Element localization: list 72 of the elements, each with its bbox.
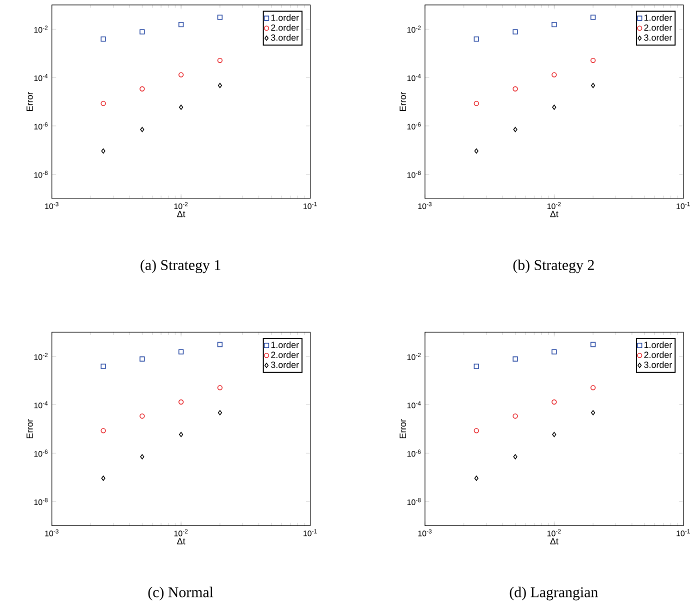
point	[590, 342, 596, 348]
point	[513, 127, 518, 132]
point	[217, 385, 223, 390]
point	[512, 86, 518, 92]
point	[512, 356, 518, 362]
point	[140, 29, 145, 35]
legend-label: 3.order	[271, 34, 299, 41]
text: (c) Normal	[148, 587, 214, 601]
point	[140, 356, 145, 362]
point	[474, 148, 478, 154]
legend-label: 2.order	[644, 24, 672, 32]
point	[552, 72, 557, 78]
point	[474, 364, 479, 370]
point	[140, 86, 145, 92]
point	[590, 385, 596, 390]
legend-label: 2.order	[644, 352, 672, 358]
point	[217, 58, 223, 64]
point	[100, 101, 106, 106]
point	[178, 349, 184, 355]
point	[552, 104, 556, 110]
point	[100, 364, 106, 370]
x-axis-title: Δt	[550, 211, 558, 218]
text: (a) Strategy 1	[140, 260, 220, 274]
legend-label: 1.order	[271, 342, 299, 348]
point	[178, 72, 184, 78]
point	[140, 414, 145, 419]
point	[178, 400, 184, 405]
y-axis-title: Error	[26, 92, 33, 112]
point	[217, 342, 223, 348]
point	[474, 36, 479, 42]
text: (b) Strategy 2	[513, 260, 594, 274]
point	[218, 83, 222, 88]
point	[140, 454, 144, 460]
point	[179, 104, 184, 110]
point	[100, 428, 106, 434]
point	[101, 476, 106, 482]
point	[552, 432, 556, 438]
point	[474, 101, 479, 106]
legend-label: 1.order	[644, 14, 672, 22]
x-axis-title: Δt	[550, 538, 558, 545]
point	[474, 428, 479, 434]
point	[140, 127, 144, 132]
point	[512, 414, 518, 419]
point	[178, 22, 184, 28]
point	[552, 400, 557, 405]
x-axis-title: Δt	[177, 211, 186, 218]
legend-label: 1.order	[644, 342, 672, 348]
point	[552, 349, 557, 355]
point	[217, 14, 223, 20]
point	[591, 83, 596, 88]
point	[474, 476, 478, 482]
point	[590, 58, 596, 64]
point	[552, 22, 557, 28]
legend-label: 3.order	[644, 362, 672, 368]
legend-label: 3.order	[644, 34, 672, 41]
point	[218, 410, 222, 416]
point	[591, 410, 596, 416]
legend-label: 2.order	[271, 352, 299, 358]
y-axis-title: Error	[26, 419, 33, 438]
point	[590, 14, 596, 20]
point	[100, 36, 106, 42]
point	[101, 148, 106, 154]
text: (d) Lagrangian	[510, 587, 598, 601]
legend-label: 1.order	[271, 14, 299, 22]
legend-label: 2.order	[271, 24, 299, 32]
point	[513, 454, 518, 460]
y-axis-title: Error	[400, 419, 406, 438]
point	[179, 432, 184, 438]
point	[512, 29, 518, 35]
legend-label: 3.order	[271, 362, 299, 368]
x-axis-title: Δt	[177, 538, 186, 545]
y-axis-title: Error	[400, 92, 406, 112]
